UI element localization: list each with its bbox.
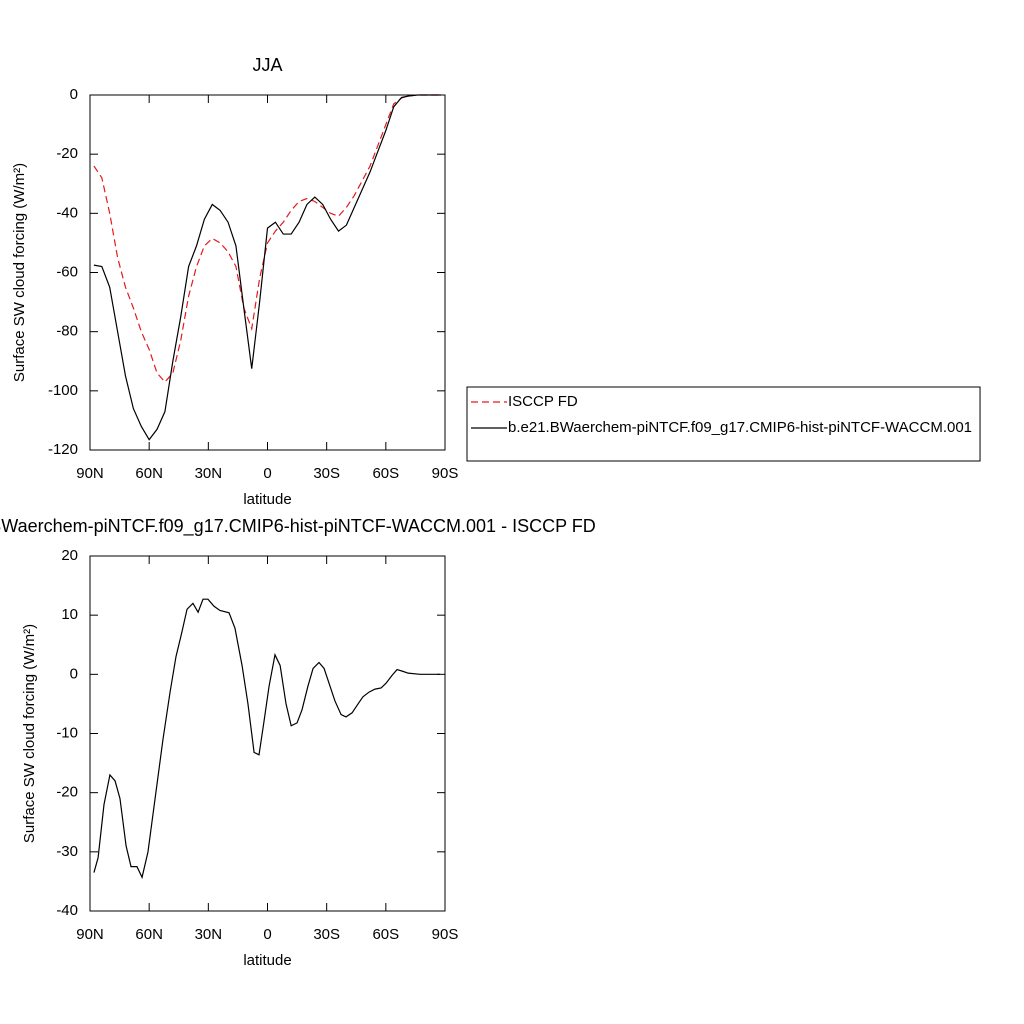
x-tick-label: 90N bbox=[76, 465, 104, 482]
x-tick-label: 0 bbox=[263, 926, 271, 943]
y-tick-label: -60 bbox=[56, 263, 78, 280]
y-tick-label: -40 bbox=[56, 204, 78, 221]
legend-label: b.e21.BWaerchem-piNTCF.f09_g17.CMIP6-his… bbox=[508, 419, 972, 436]
x-tick-label: 60N bbox=[135, 926, 163, 943]
data-line bbox=[93, 94, 442, 383]
x-tick-label: 60S bbox=[372, 926, 399, 943]
x-tick-label: 30S bbox=[313, 465, 340, 482]
y-tick-label: -40 bbox=[56, 902, 78, 919]
y-tick-label: -100 bbox=[48, 382, 78, 399]
x-tick-label: 30S bbox=[313, 926, 340, 943]
y-tick-label: 20 bbox=[61, 547, 78, 564]
y-axis-label: Surface SW cloud forcing (W/m²) bbox=[21, 624, 38, 843]
y-tick-label: -20 bbox=[56, 784, 78, 801]
plot-frame bbox=[89, 94, 446, 451]
y-axis-label: Surface SW cloud forcing (W/m²) bbox=[11, 163, 28, 382]
y-tick-label: -120 bbox=[48, 441, 78, 458]
y-tick-label: -80 bbox=[56, 323, 78, 340]
y-tick-label: -10 bbox=[56, 724, 78, 741]
x-tick-label: 0 bbox=[263, 465, 271, 482]
x-tick-label: 90N bbox=[76, 926, 104, 943]
legend: ISCCP FD b.e21.BWaerchem-piNTCF.f09_g17.C… bbox=[466, 386, 981, 462]
chart-title: b.e21.BWaerchem-piNTCF.f09_g17.CMIP6-his… bbox=[0, 516, 596, 537]
x-axis-label: latitude bbox=[243, 491, 291, 508]
y-tick-label: -20 bbox=[56, 145, 78, 162]
data-line bbox=[93, 598, 441, 880]
data-line bbox=[93, 94, 442, 441]
x-tick-label: 60S bbox=[372, 465, 399, 482]
x-tick-label: 30N bbox=[195, 465, 223, 482]
plot-frame bbox=[89, 555, 446, 912]
y-tick-label: 0 bbox=[70, 86, 78, 103]
x-tick-label: 90S bbox=[432, 926, 459, 943]
legend-frame bbox=[466, 386, 981, 462]
legend-label: ISCCP FD bbox=[508, 393, 578, 410]
y-tick-label: 0 bbox=[70, 665, 78, 682]
y-tick-label: 10 bbox=[61, 606, 78, 623]
y-tick-label: -30 bbox=[56, 843, 78, 860]
x-tick-label: 30N bbox=[195, 926, 223, 943]
x-tick-label: 90S bbox=[432, 465, 459, 482]
x-tick-label: 60N bbox=[135, 465, 163, 482]
x-axis-label: latitude bbox=[243, 952, 291, 969]
chart-title: JJA bbox=[252, 55, 282, 75]
